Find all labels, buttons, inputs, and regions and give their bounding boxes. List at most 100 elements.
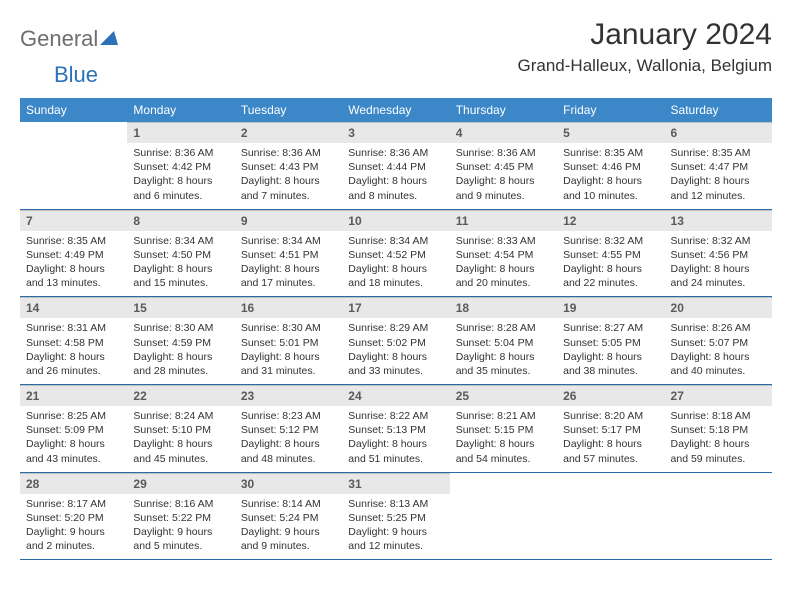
- day-body: Sunrise: 8:14 AMSunset: 5:24 PMDaylight:…: [235, 494, 342, 554]
- day-cell: 31Sunrise: 8:13 AMSunset: 5:25 PMDayligh…: [342, 473, 449, 560]
- day-number: [450, 473, 557, 493]
- dow-tuesday: Tuesday: [235, 98, 342, 122]
- logo-triangle-icon: [100, 29, 118, 50]
- week-row: 21Sunrise: 8:25 AMSunset: 5:09 PMDayligh…: [20, 385, 772, 473]
- day-number: 20: [665, 297, 772, 318]
- day-number: 18: [450, 297, 557, 318]
- week-row: 1Sunrise: 8:36 AMSunset: 4:42 PMDaylight…: [20, 122, 772, 210]
- day-cell: [20, 122, 127, 209]
- day-cell: 9Sunrise: 8:34 AMSunset: 4:51 PMDaylight…: [235, 210, 342, 297]
- day-cell: 29Sunrise: 8:16 AMSunset: 5:22 PMDayligh…: [127, 473, 234, 560]
- day-body: Sunrise: 8:35 AMSunset: 4:46 PMDaylight:…: [557, 143, 664, 203]
- day-body: Sunrise: 8:23 AMSunset: 5:12 PMDaylight:…: [235, 406, 342, 466]
- calendar-page: General January 2024 Grand-Halleux, Wall…: [0, 0, 792, 578]
- day-number: 13: [665, 210, 772, 231]
- day-cell: 27Sunrise: 8:18 AMSunset: 5:18 PMDayligh…: [665, 385, 772, 472]
- day-cell: 16Sunrise: 8:30 AMSunset: 5:01 PMDayligh…: [235, 297, 342, 384]
- day-body: Sunrise: 8:30 AMSunset: 4:59 PMDaylight:…: [127, 318, 234, 378]
- day-number: 10: [342, 210, 449, 231]
- day-body: Sunrise: 8:24 AMSunset: 5:10 PMDaylight:…: [127, 406, 234, 466]
- day-number: 6: [665, 122, 772, 143]
- day-number: 9: [235, 210, 342, 231]
- day-number: [665, 473, 772, 493]
- day-cell: 22Sunrise: 8:24 AMSunset: 5:10 PMDayligh…: [127, 385, 234, 472]
- dow-wednesday: Wednesday: [342, 98, 449, 122]
- day-cell: 12Sunrise: 8:32 AMSunset: 4:55 PMDayligh…: [557, 210, 664, 297]
- logo-text-general: General: [20, 26, 98, 52]
- dow-saturday: Saturday: [665, 98, 772, 122]
- day-cell: 18Sunrise: 8:28 AMSunset: 5:04 PMDayligh…: [450, 297, 557, 384]
- day-cell: 7Sunrise: 8:35 AMSunset: 4:49 PMDaylight…: [20, 210, 127, 297]
- dow-friday: Friday: [557, 98, 664, 122]
- day-body: Sunrise: 8:36 AMSunset: 4:42 PMDaylight:…: [127, 143, 234, 203]
- dow-monday: Monday: [127, 98, 234, 122]
- day-body: Sunrise: 8:20 AMSunset: 5:17 PMDaylight:…: [557, 406, 664, 466]
- day-cell: 24Sunrise: 8:22 AMSunset: 5:13 PMDayligh…: [342, 385, 449, 472]
- day-body: Sunrise: 8:31 AMSunset: 4:58 PMDaylight:…: [20, 318, 127, 378]
- day-body: Sunrise: 8:22 AMSunset: 5:13 PMDaylight:…: [342, 406, 449, 466]
- day-number: 8: [127, 210, 234, 231]
- day-number: 11: [450, 210, 557, 231]
- day-number: 23: [235, 385, 342, 406]
- day-number: 19: [557, 297, 664, 318]
- day-cell: 3Sunrise: 8:36 AMSunset: 4:44 PMDaylight…: [342, 122, 449, 209]
- dow-thursday: Thursday: [450, 98, 557, 122]
- day-cell: 5Sunrise: 8:35 AMSunset: 4:46 PMDaylight…: [557, 122, 664, 209]
- day-number: [557, 473, 664, 493]
- day-number: 12: [557, 210, 664, 231]
- day-body: Sunrise: 8:35 AMSunset: 4:49 PMDaylight:…: [20, 231, 127, 291]
- day-cell: 11Sunrise: 8:33 AMSunset: 4:54 PMDayligh…: [450, 210, 557, 297]
- day-number: 17: [342, 297, 449, 318]
- dow-header-row: Sunday Monday Tuesday Wednesday Thursday…: [20, 98, 772, 122]
- day-number: 22: [127, 385, 234, 406]
- day-cell: 17Sunrise: 8:29 AMSunset: 5:02 PMDayligh…: [342, 297, 449, 384]
- day-cell: 15Sunrise: 8:30 AMSunset: 4:59 PMDayligh…: [127, 297, 234, 384]
- day-cell: 28Sunrise: 8:17 AMSunset: 5:20 PMDayligh…: [20, 473, 127, 560]
- logo: General: [20, 18, 120, 52]
- week-row: 14Sunrise: 8:31 AMSunset: 4:58 PMDayligh…: [20, 297, 772, 385]
- day-cell: 20Sunrise: 8:26 AMSunset: 5:07 PMDayligh…: [665, 297, 772, 384]
- day-cell: 19Sunrise: 8:27 AMSunset: 5:05 PMDayligh…: [557, 297, 664, 384]
- day-number: 29: [127, 473, 234, 494]
- day-number: [20, 122, 127, 142]
- day-cell: 2Sunrise: 8:36 AMSunset: 4:43 PMDaylight…: [235, 122, 342, 209]
- month-title: January 2024: [518, 18, 772, 52]
- day-number: 21: [20, 385, 127, 406]
- day-body: Sunrise: 8:34 AMSunset: 4:51 PMDaylight:…: [235, 231, 342, 291]
- day-body: Sunrise: 8:32 AMSunset: 4:56 PMDaylight:…: [665, 231, 772, 291]
- week-row: 28Sunrise: 8:17 AMSunset: 5:20 PMDayligh…: [20, 473, 772, 561]
- week-row: 7Sunrise: 8:35 AMSunset: 4:49 PMDaylight…: [20, 210, 772, 298]
- day-number: 27: [665, 385, 772, 406]
- day-number: 25: [450, 385, 557, 406]
- day-body: Sunrise: 8:34 AMSunset: 4:52 PMDaylight:…: [342, 231, 449, 291]
- day-number: 14: [20, 297, 127, 318]
- day-number: 4: [450, 122, 557, 143]
- day-number: 2: [235, 122, 342, 143]
- day-cell: [665, 473, 772, 560]
- day-number: 26: [557, 385, 664, 406]
- day-body: Sunrise: 8:36 AMSunset: 4:44 PMDaylight:…: [342, 143, 449, 203]
- day-cell: [557, 473, 664, 560]
- day-cell: 21Sunrise: 8:25 AMSunset: 5:09 PMDayligh…: [20, 385, 127, 472]
- day-body: Sunrise: 8:32 AMSunset: 4:55 PMDaylight:…: [557, 231, 664, 291]
- day-cell: 25Sunrise: 8:21 AMSunset: 5:15 PMDayligh…: [450, 385, 557, 472]
- dow-sunday: Sunday: [20, 98, 127, 122]
- day-body: Sunrise: 8:35 AMSunset: 4:47 PMDaylight:…: [665, 143, 772, 203]
- logo-text-blue: Blue: [54, 62, 98, 87]
- day-cell: 13Sunrise: 8:32 AMSunset: 4:56 PMDayligh…: [665, 210, 772, 297]
- day-body: Sunrise: 8:34 AMSunset: 4:50 PMDaylight:…: [127, 231, 234, 291]
- day-cell: 23Sunrise: 8:23 AMSunset: 5:12 PMDayligh…: [235, 385, 342, 472]
- day-body: Sunrise: 8:16 AMSunset: 5:22 PMDaylight:…: [127, 494, 234, 554]
- title-block: January 2024 Grand-Halleux, Wallonia, Be…: [518, 18, 772, 76]
- day-cell: 14Sunrise: 8:31 AMSunset: 4:58 PMDayligh…: [20, 297, 127, 384]
- day-cell: 30Sunrise: 8:14 AMSunset: 5:24 PMDayligh…: [235, 473, 342, 560]
- day-cell: 26Sunrise: 8:20 AMSunset: 5:17 PMDayligh…: [557, 385, 664, 472]
- day-number: 28: [20, 473, 127, 494]
- day-body: Sunrise: 8:17 AMSunset: 5:20 PMDaylight:…: [20, 494, 127, 554]
- day-number: 30: [235, 473, 342, 494]
- day-body: Sunrise: 8:27 AMSunset: 5:05 PMDaylight:…: [557, 318, 664, 378]
- day-body: Sunrise: 8:13 AMSunset: 5:25 PMDaylight:…: [342, 494, 449, 554]
- day-body: Sunrise: 8:29 AMSunset: 5:02 PMDaylight:…: [342, 318, 449, 378]
- day-body: Sunrise: 8:28 AMSunset: 5:04 PMDaylight:…: [450, 318, 557, 378]
- day-number: 31: [342, 473, 449, 494]
